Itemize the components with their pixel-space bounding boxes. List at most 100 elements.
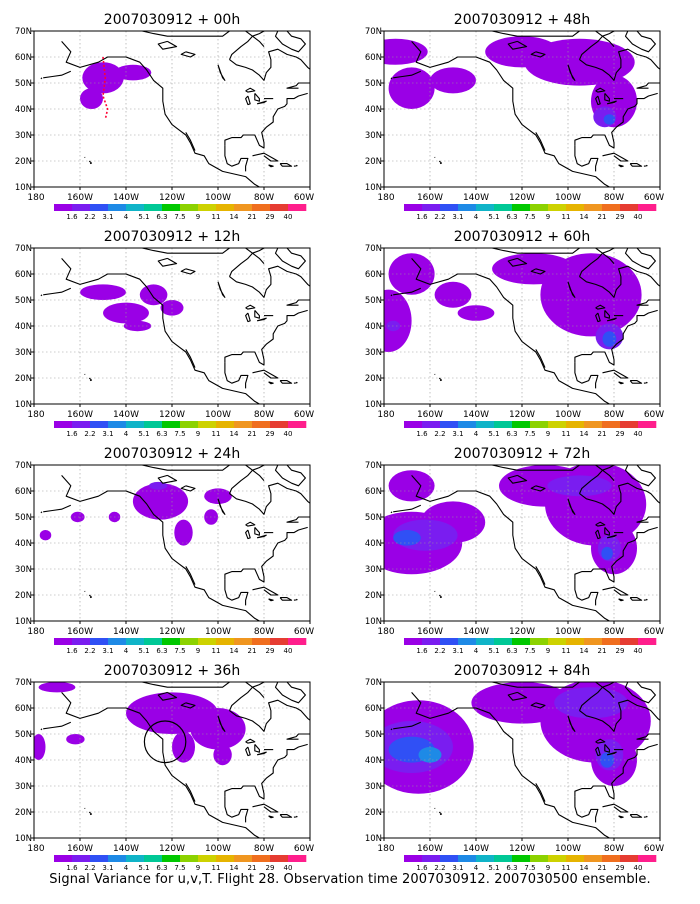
x-tick-label: 60W (644, 627, 664, 637)
coastline-segment (279, 163, 293, 167)
x-tick-label: 80W (254, 410, 274, 420)
colorbar-label: 6.3 (506, 430, 517, 438)
variance-region (393, 530, 421, 546)
colorbar-swatch (252, 204, 271, 211)
colorbar-swatch (180, 638, 199, 645)
coastline-segment (180, 485, 196, 492)
colorbar: 1.6 2.2 3.1 4 5.1 6.3 7.5 9 11 14 21 29 40 (404, 204, 657, 221)
coastline-segment (618, 598, 624, 602)
y-tick-label: 10N (15, 617, 32, 627)
x-tick-label: 160W (67, 193, 93, 203)
coastline-segment (438, 377, 443, 382)
coastline-segment (228, 686, 265, 711)
colorbar-label: 4 (474, 864, 479, 872)
colorbar-label: 21 (598, 430, 607, 438)
variance-region (66, 734, 85, 745)
variance-region (388, 253, 435, 295)
colorbar-swatch (144, 421, 163, 428)
coastline-segment (84, 156, 86, 158)
colorbar-label: 6.3 (506, 647, 517, 655)
variance-region (39, 530, 52, 541)
x-tick-label: 60W (644, 410, 664, 420)
colorbar-swatch (288, 855, 307, 862)
coastline-segment (245, 682, 265, 688)
coastline-segment (491, 682, 580, 688)
coastline-segment (618, 815, 624, 819)
colorbar-swatch (512, 855, 531, 862)
colorbar-label: 14 (580, 213, 589, 221)
map-panel: 2007030912 + 00h 10N 20N 30N 40N 50N 60N 70N 180… (15, 12, 314, 221)
colorbar-swatch (404, 204, 423, 211)
coastline-segment (578, 469, 615, 494)
x-tick-label: 160W (67, 844, 93, 854)
coastline-segment (491, 248, 580, 254)
y-tick-label: 20N (15, 157, 32, 167)
x-tick-label: 180 (27, 410, 44, 420)
coastline-segment (643, 164, 648, 167)
coastline-segment (618, 164, 624, 168)
x-tick-label: 60W (644, 193, 664, 203)
x-tick-label: 80W (604, 410, 624, 420)
colorbar-swatch (566, 638, 585, 645)
coastline-segment (624, 31, 656, 53)
colorbar-swatch (126, 421, 145, 428)
coastline-segment (624, 682, 656, 704)
y-tick-label: 20N (365, 591, 382, 601)
colorbar-swatch (440, 204, 459, 211)
coastline-segment (629, 380, 643, 384)
coastline-segment (185, 783, 196, 802)
colorbar-label: 29 (616, 647, 625, 655)
colorbar-label: 4 (474, 430, 479, 438)
coastline-segment (606, 317, 617, 322)
x-tick-label: 100W (205, 844, 231, 854)
colorbar-label: 21 (598, 864, 607, 872)
variance-region (139, 284, 168, 306)
coastline-segment (254, 93, 260, 102)
y-tick-label: 70N (15, 27, 32, 37)
panel-title: 2007030912 + 24h (104, 446, 240, 462)
colorbar-swatch (530, 855, 549, 862)
y-tick-label: 20N (365, 808, 382, 818)
colorbar-swatch (458, 421, 477, 428)
colorbar-label: 14 (580, 430, 589, 438)
coastline-segment (393, 504, 422, 513)
colorbar-swatch (162, 204, 181, 211)
x-tick-label: 80W (604, 627, 624, 637)
colorbar-swatch (90, 421, 109, 428)
colorbar-label: 3.1 (452, 647, 463, 655)
coastline-segment (245, 738, 256, 744)
map-panel: 2007030912 + 12h 10N 20N 30N 40N 50N 60N 70N 180… (15, 229, 314, 438)
y-tick-label: 60N (15, 704, 32, 714)
y-tick-label: 50N (15, 513, 32, 523)
coastline-segment (595, 31, 615, 37)
variance-region (388, 67, 435, 109)
coastline-segment (40, 77, 43, 80)
coastline-segment (574, 579, 599, 606)
coastline-segment (84, 590, 86, 592)
colorbar-label: 40 (284, 864, 293, 872)
coastline-segment (217, 498, 226, 515)
colorbar: 1.6 2.2 3.1 4 5.1 6.3 7.5 9 11 14 21 29 40 (54, 204, 307, 221)
coastline (40, 31, 310, 187)
coastline-segment (535, 783, 546, 802)
colorbar-label: 40 (284, 430, 293, 438)
y-tick-label: 70N (365, 461, 382, 471)
coastline-segment (229, 482, 310, 523)
colorbar-swatch (180, 204, 199, 211)
variance-region (600, 752, 614, 768)
colorbar-label: 4 (474, 647, 479, 655)
colorbar-swatch (270, 421, 289, 428)
colorbar-label: 4 (474, 213, 479, 221)
colorbar-swatch (422, 204, 441, 211)
colorbar-swatch (54, 421, 73, 428)
coastline-segment (141, 31, 230, 37)
coastline-segment (579, 48, 660, 89)
x-tick-label: 180 (377, 410, 394, 420)
coastline-segment (604, 527, 610, 536)
coastline-segment (606, 534, 617, 539)
coastline-segment (157, 257, 178, 267)
colorbar-swatch (476, 204, 495, 211)
coastline-segment (438, 160, 443, 165)
colorbar-label: 5.1 (488, 430, 499, 438)
variance-region (123, 320, 152, 332)
